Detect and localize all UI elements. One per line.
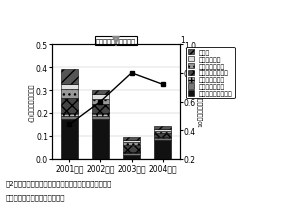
- Text: 1: 1: [180, 36, 184, 45]
- Bar: [123, 155, 140, 159]
- Text: 図2　コマツナ周年無農薬・無化学肥料栖培ハウスでの: 図2 コマツナ周年無農薬・無化学肥料栖培ハウスでの: [6, 180, 112, 186]
- Bar: [123, 152, 140, 154]
- Bar: [123, 143, 140, 145]
- Bar: [61, 99, 78, 114]
- Bar: [92, 119, 109, 159]
- Bar: [61, 70, 78, 85]
- Bar: [61, 85, 78, 90]
- Legend: その他, ハモグリバエ, カブラハバチ目, モンシロチョウ目, ヤサイジウムシ, キスジノハムシ, ダイコンサルハムシ: その他, ハモグリバエ, カブラハバチ目, モンシロチョウ目, ヤサイジウムシ,…: [186, 48, 235, 99]
- Bar: [92, 104, 109, 114]
- Bar: [123, 145, 140, 152]
- Bar: [92, 95, 109, 99]
- Bar: [61, 116, 78, 119]
- Bar: [123, 137, 140, 140]
- Bar: [123, 154, 140, 155]
- Bar: [92, 114, 109, 116]
- Bar: [61, 119, 78, 159]
- Y-axis label: (頭)虫密度・サイ平均: (頭)虫密度・サイ平均: [29, 83, 35, 121]
- Bar: [154, 139, 171, 140]
- Bar: [154, 127, 171, 129]
- Bar: [154, 134, 171, 137]
- Text: 害虫総合防除等の対策: 害虫総合防除等の対策: [96, 38, 136, 45]
- Text: 害虫密度と収量の年次変動: 害虫密度と収量の年次変動: [6, 194, 65, 200]
- Bar: [92, 91, 109, 95]
- Bar: [154, 131, 171, 134]
- Bar: [61, 90, 78, 99]
- Bar: [92, 116, 109, 119]
- Y-axis label: 10株当り可食部収量（と）: 10株当り可食部収量（と）: [197, 78, 203, 126]
- Bar: [123, 140, 140, 143]
- Bar: [154, 137, 171, 139]
- Bar: [61, 114, 78, 116]
- Bar: [154, 140, 171, 159]
- Bar: [154, 129, 171, 131]
- Bar: [92, 99, 109, 104]
